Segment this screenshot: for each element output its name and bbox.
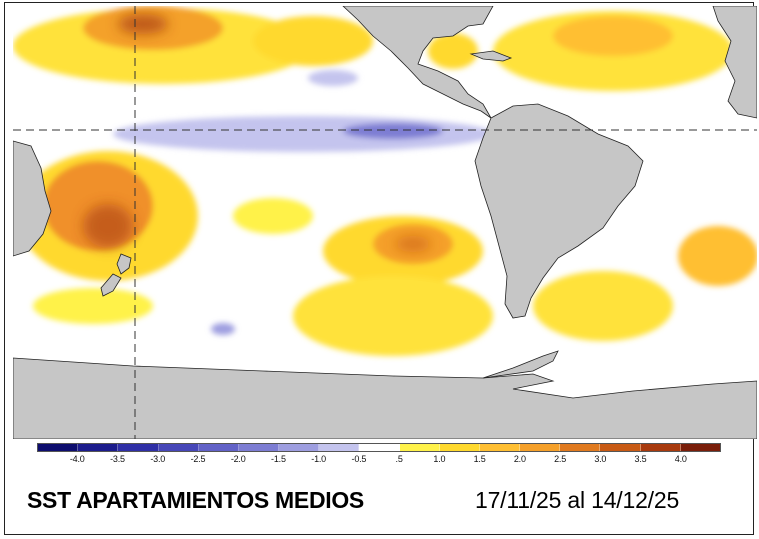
- color-scale-tick-label: -2.0: [230, 454, 246, 464]
- date-range: 17/11/25 al 14/12/25: [475, 487, 680, 513]
- color-scale-cell: [359, 444, 400, 451]
- color-scale-cell: [600, 444, 641, 451]
- color-scale-tick-label: 1.0: [433, 454, 446, 464]
- greenland-europe-land: [712, 6, 757, 119]
- color-scale-cell: [238, 444, 280, 451]
- equatorial-cool-core: [343, 123, 443, 139]
- north-pacific-hotspot: [118, 14, 168, 34]
- color-scale-tick-label: -4.0: [69, 454, 85, 464]
- tasman-hotspot: [83, 204, 133, 248]
- sst-anomaly-map: [13, 6, 757, 439]
- color-scale-tick-label: 1.5: [473, 454, 486, 464]
- gulf-warm-region: [428, 33, 478, 69]
- color-scale-cell: [198, 444, 239, 451]
- color-scale-cell: [118, 444, 159, 451]
- color-scale-cell: [520, 444, 561, 451]
- north-atlantic-warm-core: [553, 16, 673, 56]
- new-zealand-north-land: [116, 253, 132, 275]
- warm-hotspots: [83, 14, 431, 252]
- south-pacific-warm-band: [293, 276, 493, 356]
- color-scale-cell: [439, 444, 480, 451]
- cuba-land: [469, 50, 513, 62]
- color-scale-bar: [37, 443, 721, 452]
- southeast-pacific-hotspot: [395, 236, 431, 252]
- color-scale-tick-label: 3.0: [594, 454, 607, 464]
- south-cool-patch: [211, 323, 235, 335]
- north-cool-patch: [308, 70, 358, 86]
- color-scale-cell: [640, 444, 681, 451]
- south-america-land: [474, 103, 644, 319]
- color-scale-tick-label: .5: [395, 454, 403, 464]
- color-scale-cell: [38, 444, 79, 451]
- color-scale-tick-label: -1.0: [311, 454, 326, 464]
- color-scale-tick-label: -3.0: [150, 454, 166, 464]
- color-scale-tick-label: 2.5: [554, 454, 567, 464]
- new-zealand-south-land: [100, 273, 122, 297]
- warm-anomaly-regions: [13, 6, 757, 356]
- color-scale-tick-label: -0.5: [351, 454, 367, 464]
- color-scale-cell: [680, 444, 720, 451]
- color-scale-tick-label: 4.0: [674, 454, 687, 464]
- color-scale-cell: [479, 444, 521, 451]
- color-scale-cell: [279, 444, 320, 451]
- map-title: SST APARTAMIENTOS MEDIOS: [27, 487, 364, 513]
- color-scale-cell: [319, 444, 360, 451]
- color-scale-tick-label: 3.5: [634, 454, 647, 464]
- central-pacific-warm-patch: [233, 198, 313, 234]
- grid-lines: [13, 6, 757, 439]
- color-scale-cell: [560, 444, 601, 451]
- color-scale-tick-label: -3.5: [110, 454, 125, 464]
- color-scale-tick-label: 2.0: [513, 454, 526, 464]
- color-scale-cell: [399, 444, 440, 451]
- southern-warm-patch: [33, 288, 153, 324]
- northeast-pacific-warm-region: [253, 16, 373, 66]
- color-scale-tick-label: -1.5: [271, 454, 286, 464]
- australia-land: [13, 140, 52, 257]
- north-america-land: [342, 6, 494, 119]
- south-atlantic-warm-core: [678, 226, 757, 286]
- color-scale-cell: [78, 444, 119, 451]
- color-scale-cell: [158, 444, 199, 451]
- south-atlantic-warm-band: [533, 271, 673, 341]
- color-scale-ticks: -4.0 -3.5 -3.0 -2.5 -2.0 -1.5 -1.0 -0.5 .5 1.0 1.5…: [37, 454, 721, 468]
- map-frame: -4.0 -3.5 -3.0 -2.5 -2.0 -1.5 -1.0 -0.5 .5 1.0 1.5…: [4, 2, 757, 535]
- color-scale-tick-label: -2.5: [190, 454, 206, 464]
- antarctic-peninsula-land: [482, 350, 559, 379]
- land-masses: [13, 6, 757, 439]
- antarctica-land: [13, 357, 757, 439]
- cool-anomaly-regions: [113, 70, 493, 335]
